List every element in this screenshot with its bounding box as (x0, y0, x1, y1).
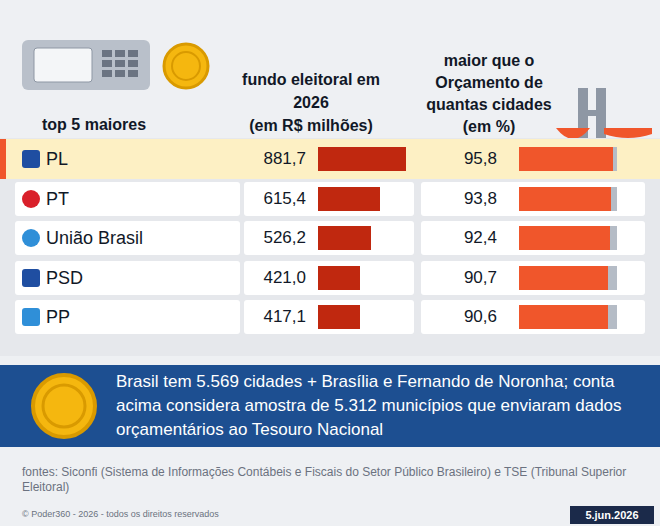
coin-icon (24, 366, 104, 446)
bar (519, 266, 608, 290)
column-head: fundo eleitoral em 2026 (em R$ milhões) (241, 68, 381, 137)
ballot-key (128, 50, 138, 57)
party-logo (22, 150, 40, 168)
data-label: 95,8 (440, 149, 497, 169)
ballot-key (128, 70, 138, 77)
plot-clip (318, 226, 408, 250)
plot-clip (519, 266, 617, 290)
bar (519, 187, 611, 211)
column-head: top 5 maiores (42, 116, 146, 134)
date: 5.jun.2026 (570, 506, 654, 524)
ballot-key (102, 60, 112, 67)
party-logo (22, 308, 40, 326)
data-label: 90,6 (440, 307, 497, 327)
title-part: (em %) (463, 118, 515, 135)
category-label: PT (46, 189, 69, 210)
bar (318, 305, 360, 329)
party-logo (22, 229, 40, 247)
plot-clip (519, 147, 617, 171)
plot-clip (318, 147, 408, 171)
party-logo (22, 190, 40, 208)
party-logo (22, 269, 40, 287)
bar (519, 305, 608, 329)
bar (318, 187, 380, 211)
category-label: PL (46, 149, 68, 170)
data-label: 93,8 (440, 189, 497, 209)
dome (604, 128, 652, 138)
bar (318, 266, 360, 290)
copyright: © Poder360 - 2026 - todos os direitos re… (22, 509, 219, 519)
plot-clip (318, 266, 408, 290)
column-head: maior que o Orçamento de quantas cidades… (414, 50, 564, 138)
note: Brasil tem 5.569 cidades + Brasília e Fe… (116, 370, 641, 442)
category-label: PP (46, 307, 70, 328)
data-label: 90,7 (440, 268, 497, 288)
plot-clip (318, 305, 408, 329)
bar (318, 226, 371, 250)
data-label: 421,0 (240, 268, 306, 288)
coin-inner (43, 385, 85, 427)
data-label: 92,4 (440, 228, 497, 248)
plot-clip (519, 226, 617, 250)
highlight-edge (0, 139, 6, 179)
ballot-key (115, 50, 125, 57)
title-part: (em R$ milhões) (249, 117, 373, 134)
data-label: 417,1 (240, 307, 306, 327)
bar (519, 226, 610, 250)
coin (164, 44, 208, 88)
ballot-key (128, 60, 138, 67)
ballot-key (115, 70, 125, 77)
category-label: PSD (46, 268, 83, 289)
bar (519, 147, 613, 171)
ballot-key (102, 70, 112, 77)
bar (318, 147, 406, 171)
category-label: União Brasil (46, 228, 143, 249)
coin-inner (172, 52, 200, 80)
tower-link (588, 110, 596, 116)
ballot-screen (34, 48, 92, 82)
sources: fontes: Siconfi (Sistema de Informações … (22, 465, 642, 495)
plot-clip (519, 305, 617, 329)
ballot-key (102, 50, 112, 57)
ballot-key (115, 60, 125, 67)
data-label: 526,2 (240, 228, 306, 248)
ballot-machine (22, 40, 150, 90)
data-label: 615,4 (240, 189, 306, 209)
plot-clip (318, 187, 408, 211)
plot-clip (519, 187, 617, 211)
coin (33, 375, 95, 437)
data-label: 881,7 (240, 149, 306, 169)
